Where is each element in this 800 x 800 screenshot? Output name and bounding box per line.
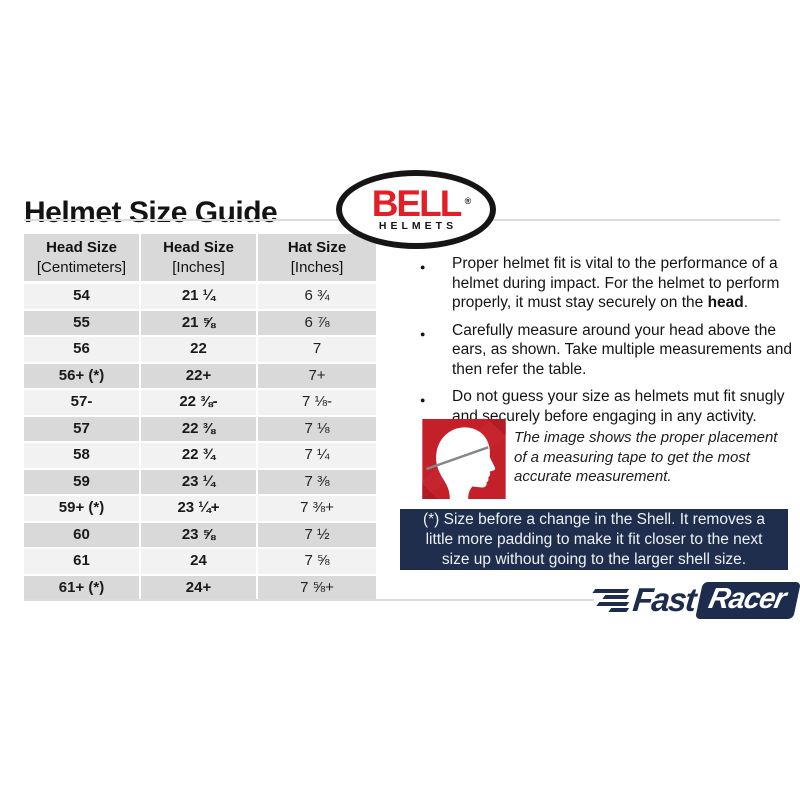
table-cell: 56 (24, 337, 139, 362)
fastracer-racer-text: Racer (705, 582, 789, 615)
table-cell: 59 (24, 469, 139, 494)
bell-helmets-logo: BELL ® HELMETS (336, 170, 496, 249)
table-cell: 7+ (258, 363, 376, 388)
table-cell: 7 ¼ (258, 443, 376, 468)
fastracer-logo: Fast Racer (592, 580, 800, 620)
shell-note-box: (*) Size before a change in the Shell. I… (400, 509, 788, 570)
table-cell: 22 (141, 337, 256, 362)
table-cell: 7 ⅛ (258, 416, 376, 441)
table-cell: 7 ⅜+ (258, 496, 376, 521)
table-cell: 54 (24, 284, 139, 309)
table-cell: 61 (24, 549, 139, 574)
fit-tip-item: Do not guess your size as helmets mut fi… (398, 387, 794, 426)
header-head-size-in: Head Size [Inches] (141, 234, 256, 281)
table-cell: 7 ⅝ (258, 549, 376, 574)
table-cell: 55 (24, 310, 139, 335)
shell-note-text: (*) Size before a change in the Shell. I… (422, 510, 766, 568)
table-cell: 60 (24, 522, 139, 547)
table-cell: 23 ⅝ (141, 522, 256, 547)
table-cell: 56+ (*) (24, 363, 139, 388)
table-cell: 61+ (*) (24, 575, 139, 600)
table-cell: 23 ¼+ (141, 496, 256, 521)
registered-mark-icon: ® (464, 195, 472, 206)
table-cell: 21 ¼ (141, 284, 256, 309)
table-cell: 22 ⅜ (141, 416, 256, 441)
size-table: Head Size [Centimeters] Head Size [Inche… (24, 234, 376, 600)
figure-caption: The image shows the proper placement of … (514, 429, 778, 485)
fit-tip-item: Carefully measure around your head above… (398, 321, 794, 380)
tip-text: Proper helmet fit is vital to the perfor… (452, 255, 780, 311)
table-cell: 6 ⅞ (258, 310, 376, 335)
table-cell: 7 ⅝+ (258, 575, 376, 600)
page-title: Helmet Size Guide (24, 196, 278, 230)
speed-line (592, 588, 630, 592)
fastracer-racer-badge: Racer (694, 581, 800, 619)
fit-tips-list: Proper helmet fit is vital to the perfor… (398, 254, 794, 434)
header-line1: Head Size (163, 239, 234, 256)
table-cell: 57 (24, 416, 139, 441)
tip-text: Do not guess your size as helmets mut fi… (452, 388, 785, 425)
speed-line (608, 608, 630, 612)
fastracer-fast-text: Fast (631, 581, 697, 618)
table-cell: 7 (258, 337, 376, 362)
table-cell: 57- (24, 390, 139, 415)
bell-logo-subtext: HELMETS (378, 219, 458, 232)
bell-logo-wordmark: BELL ® (372, 185, 472, 222)
speed-line (602, 595, 630, 599)
header-hat-size-in: Hat Size [Inches] (258, 234, 376, 281)
footer-divider (24, 599, 594, 601)
table-cell: 6 ¾ (258, 284, 376, 309)
speed-line (596, 601, 630, 605)
header-line2: [Inches] (290, 259, 344, 276)
tip-text-bold: head (707, 294, 744, 311)
header-head-size-cm: Head Size [Centimeters] (24, 234, 139, 281)
table-cell: 22+ (141, 363, 256, 388)
table-cell: 21 ⅝ (141, 310, 256, 335)
table-cell: 22 ¾ (141, 443, 256, 468)
speed-lines-icon (592, 588, 630, 612)
header-line2: [Inches] (172, 259, 225, 276)
size-table-header: Head Size [Centimeters] Head Size [Inche… (24, 234, 376, 281)
fit-tip-item: Proper helmet fit is vital to the perfor… (398, 254, 794, 313)
table-cell: 23 ¼ (141, 469, 256, 494)
table-cell: 7 ⅛- (258, 390, 376, 415)
table-cell: 24 (141, 549, 256, 574)
table-cell: 22 ⅜- (141, 390, 256, 415)
header-line2: [Centimeters] (36, 259, 127, 276)
tip-text: Carefully measure around your head above… (452, 321, 793, 378)
table-cell: 59+ (*) (24, 496, 139, 521)
table-cell: 24+ (141, 575, 256, 600)
table-cell: 7 ⅜ (258, 469, 376, 494)
head-measure-icon (422, 419, 506, 499)
table-cell: 7 ½ (258, 522, 376, 547)
header-line1: Hat Size (287, 239, 347, 256)
tip-text: . (743, 294, 749, 311)
header-line1: Head Size (46, 239, 117, 256)
bell-logo-text: BELL (371, 182, 463, 224)
table-cell: 58 (24, 443, 139, 468)
